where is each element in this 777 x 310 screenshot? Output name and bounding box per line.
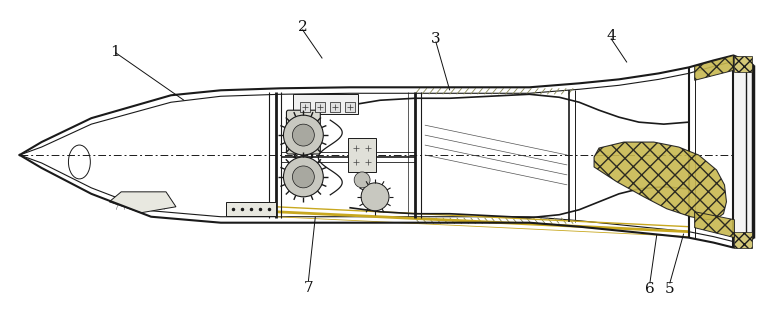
Text: 5: 5: [665, 282, 674, 296]
FancyBboxPatch shape: [345, 102, 355, 112]
FancyBboxPatch shape: [348, 138, 376, 172]
Text: 7: 7: [304, 281, 313, 295]
FancyBboxPatch shape: [315, 102, 326, 112]
FancyBboxPatch shape: [287, 110, 320, 154]
Polygon shape: [19, 55, 754, 248]
Polygon shape: [695, 212, 734, 238]
Polygon shape: [695, 55, 733, 80]
FancyBboxPatch shape: [734, 56, 752, 72]
Circle shape: [292, 166, 315, 188]
FancyBboxPatch shape: [294, 94, 358, 114]
Circle shape: [284, 157, 323, 197]
FancyBboxPatch shape: [734, 232, 752, 248]
Polygon shape: [733, 56, 754, 248]
Circle shape: [354, 172, 370, 188]
Text: 2: 2: [298, 20, 307, 33]
Circle shape: [284, 115, 323, 155]
Polygon shape: [594, 142, 726, 220]
FancyBboxPatch shape: [330, 102, 340, 112]
Circle shape: [292, 124, 315, 146]
FancyBboxPatch shape: [226, 202, 276, 216]
FancyBboxPatch shape: [301, 102, 310, 112]
Text: 1: 1: [110, 46, 120, 60]
Text: 6: 6: [645, 282, 655, 296]
Text: 4: 4: [606, 29, 616, 42]
Text: 3: 3: [431, 32, 441, 46]
Polygon shape: [110, 192, 176, 213]
Circle shape: [361, 183, 389, 211]
